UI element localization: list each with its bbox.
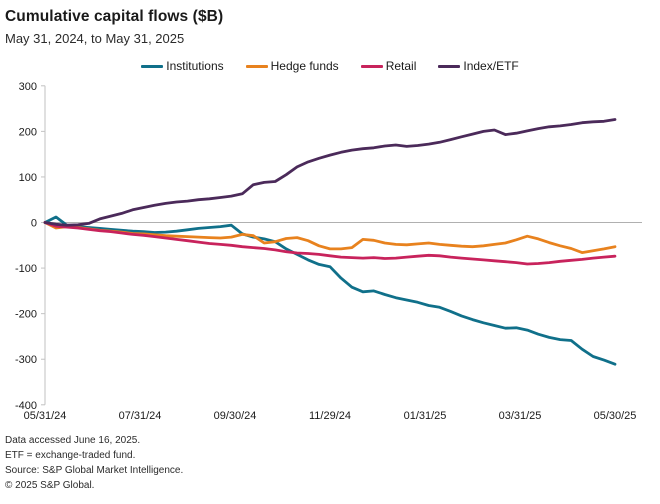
footnote-etf-definition: ETF = exchange-traded fund.	[5, 450, 136, 461]
legend-swatch-icon	[245, 64, 268, 68]
series-line-hedge-funds	[43, 221, 617, 255]
legend-item-retail: Retail	[360, 59, 417, 73]
footnote-copyright: © 2025 S&P Global.	[5, 480, 95, 491]
y-tick-label: 0	[31, 218, 37, 230]
chart-footnotes: Data accessed June 16, 2025. ETF = excha…	[5, 433, 183, 493]
y-tick-label: -400	[15, 400, 37, 412]
legend-item-institutions: Institutions	[141, 59, 224, 73]
x-tick-label: 07/31/24	[119, 410, 162, 422]
legend-label: Institutions	[166, 59, 224, 73]
x-tick-label: 03/31/25	[499, 410, 542, 422]
legend-swatch-icon	[360, 64, 383, 68]
y-tick-label: -100	[15, 263, 37, 275]
series-line-institutions	[43, 215, 617, 366]
series-line-retail	[43, 221, 617, 266]
legend-label: Index/ETF	[463, 59, 519, 73]
chart-title: Cumulative capital flows ($B)	[5, 8, 224, 25]
footnote-data-accessed: Data accessed June 16, 2025.	[5, 435, 141, 446]
legend-label: Retail	[385, 59, 417, 73]
chart-subtitle: May 31, 2024, to May 31, 2025	[5, 31, 185, 46]
legend-label: Hedge funds	[270, 59, 339, 73]
legend-item-hedge-funds: Hedge funds	[245, 59, 339, 73]
series-line-index-etf	[43, 118, 617, 227]
x-tick-label: 05/30/25	[594, 410, 637, 422]
legend-item-index-etf: Index/ETF	[438, 59, 519, 73]
footnote-source: Source: S&P Global Market Intelligence.	[5, 465, 184, 476]
y-tick-label: 200	[19, 126, 37, 138]
x-tick-label: 05/31/24	[24, 410, 67, 422]
chart-legend: Institutions Hedge funds Retail Index/ETF	[0, 59, 660, 73]
x-tick-label: 01/31/25	[404, 410, 447, 422]
legend-swatch-icon	[438, 64, 461, 68]
legend-swatch-icon	[141, 64, 164, 68]
y-tick-label: -200	[15, 309, 37, 321]
y-tick-label: 100	[19, 172, 37, 184]
y-tick-label: 300	[19, 81, 37, 93]
x-tick-label: 11/29/24	[309, 410, 351, 422]
y-tick-label: -300	[15, 354, 37, 366]
x-tick-label: 09/30/24	[214, 410, 257, 422]
